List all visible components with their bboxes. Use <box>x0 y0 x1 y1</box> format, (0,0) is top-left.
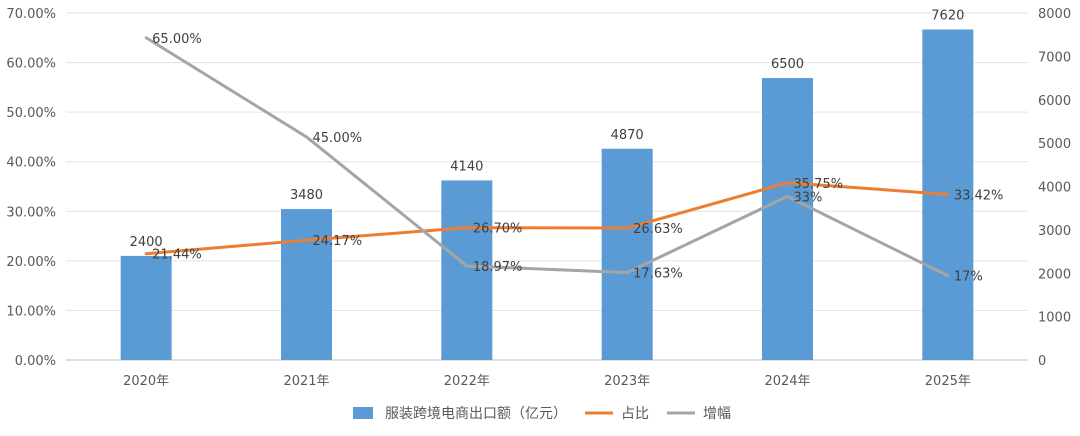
x-tick-label: 2020年 <box>123 374 169 389</box>
y-left-tick-label: 70.00% <box>6 7 56 22</box>
y-left-tick-label: 10.00% <box>6 304 56 319</box>
line-data-label: 65.00% <box>152 32 202 47</box>
line-data-label: 33.42% <box>954 188 1004 203</box>
y-right-tick-label: 7000 <box>1038 50 1071 65</box>
legend-swatch-bar <box>353 407 373 419</box>
y-left-tick-label: 0.00% <box>15 354 56 369</box>
y-right-tick-label: 1000 <box>1038 311 1071 326</box>
y-right-tick-label: 0 <box>1038 354 1046 369</box>
line-data-label: 33% <box>794 190 823 205</box>
line-data-label: 17% <box>954 270 983 285</box>
line-data-label: 45.00% <box>313 131 363 146</box>
series-line <box>144 181 950 256</box>
x-tick-label: 2025年 <box>925 374 971 389</box>
y-left-tick-label: 60.00% <box>6 57 56 72</box>
line-data-label: 26.63% <box>633 222 683 237</box>
line-data-label: 24.17% <box>313 234 363 249</box>
bar <box>601 148 653 360</box>
line-data-label: 21.44% <box>152 248 202 263</box>
legend: 服装跨境电商出口额（亿元） 占比 增幅 <box>353 406 731 422</box>
series-line <box>144 36 950 278</box>
legend-label: 服装跨境电商出口额（亿元） <box>385 406 567 422</box>
bar <box>441 180 493 360</box>
y-left-tick-label: 40.00% <box>6 156 56 171</box>
data-labels: 2400 3480 4140 4870 6500 7620 21.44% 24.17% 26.7… <box>130 8 1004 284</box>
y-right-tick-label: 8000 <box>1038 7 1071 22</box>
x-tick-label: 2023年 <box>604 374 650 389</box>
bar <box>281 209 332 360</box>
x-tick-label: 2021年 <box>283 374 329 389</box>
x-tick-label: 2024年 <box>764 374 810 389</box>
y-right-tick-label: 6000 <box>1038 94 1071 109</box>
bar-data-label: 2400 <box>130 235 163 250</box>
gridlines <box>66 12 1028 361</box>
y-left-tick-label: 20.00% <box>6 255 56 270</box>
bar <box>120 255 172 360</box>
bar-data-label: 4140 <box>450 159 483 174</box>
bar-data-label: 7620 <box>931 8 964 23</box>
y-right-tick-label: 3000 <box>1038 224 1071 239</box>
bar-data-label: 4870 <box>611 128 644 143</box>
legend-label: 增幅 <box>703 406 731 422</box>
legend-label: 占比 <box>621 406 649 422</box>
bar <box>762 78 813 360</box>
axes: 0.00% 10.00% 20.00% 30.00% 40.00% 50.00% 60.00… <box>6 7 1071 389</box>
y-right-tick-label: 5000 <box>1038 137 1071 152</box>
line-series <box>144 36 950 278</box>
y-left-tick-label: 30.00% <box>6 205 56 220</box>
y-right-tick-label: 4000 <box>1038 181 1071 196</box>
line-data-label: 35.75% <box>794 177 844 192</box>
line-data-label: 17.63% <box>633 267 683 282</box>
y-left-tick-label: 50.00% <box>6 106 56 121</box>
bar-data-label: 3480 <box>290 188 323 203</box>
line-data-label: 26.70% <box>473 222 523 237</box>
x-tick-label: 2022年 <box>444 374 490 389</box>
y-right-tick-label: 2000 <box>1038 267 1071 282</box>
bar-data-label: 6500 <box>771 57 804 72</box>
line-data-label: 18.97% <box>473 260 523 275</box>
